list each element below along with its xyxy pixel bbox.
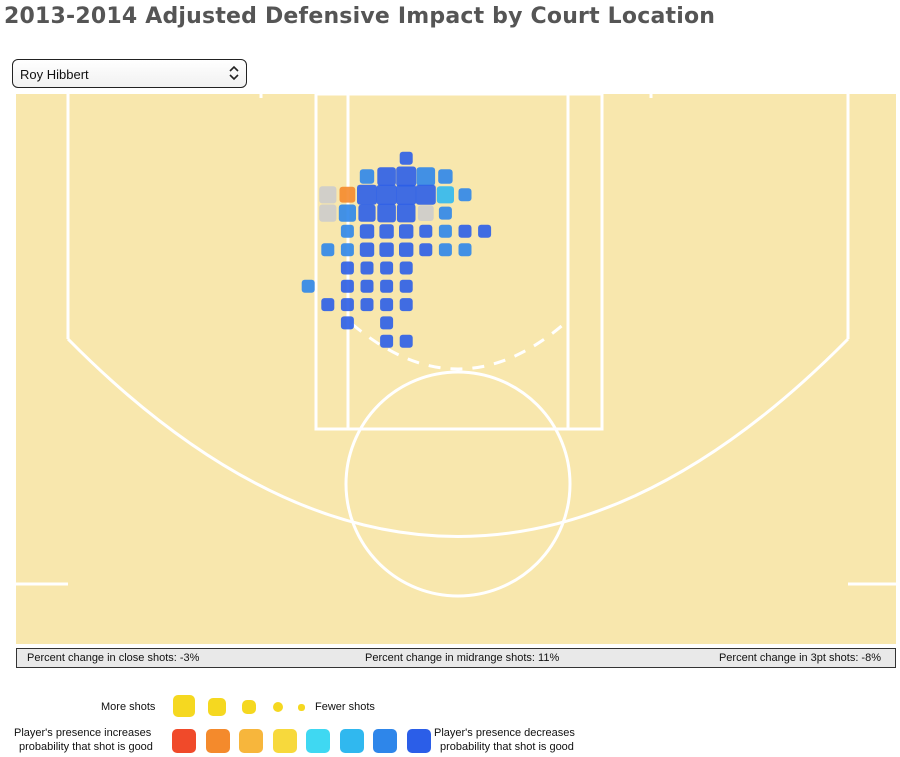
shot-cell <box>340 279 354 293</box>
shot-cell <box>399 334 413 348</box>
shot-cell <box>340 298 354 312</box>
legend-color-swatch <box>272 729 297 753</box>
legend-color-swatch <box>339 729 364 753</box>
shot-cell <box>359 242 375 257</box>
shot-cell <box>339 186 356 203</box>
legend-size-m <box>242 700 256 714</box>
shot-cell <box>379 224 394 239</box>
shot-cell <box>380 261 394 275</box>
shot-cell <box>416 167 436 186</box>
legend-size-s <box>273 702 283 712</box>
shot-cell <box>360 279 374 293</box>
shot-cell <box>321 243 335 257</box>
shot-cell <box>321 298 335 312</box>
shot-cell <box>340 316 354 330</box>
close-shots-stat: Percent change in close shots: -3% <box>27 652 200 664</box>
legend-size-xs <box>298 704 305 711</box>
stats-bar: Percent change in close shots: -3% Perce… <box>16 648 896 668</box>
shot-cell <box>360 261 374 275</box>
legend: More shots Fewer shots Player's presence… <box>0 690 900 757</box>
legend-size-xl <box>173 695 195 717</box>
shot-cell <box>338 204 356 222</box>
shot-cell <box>399 279 413 293</box>
three-point-shots-stat: Percent change in 3pt shots: -8% <box>718 652 881 664</box>
shot-cell <box>340 243 354 257</box>
shot-cell <box>376 184 397 205</box>
shot-cell <box>319 186 337 204</box>
shot-cell <box>419 243 433 257</box>
shot-cell <box>458 224 472 238</box>
shot-cell <box>417 205 434 221</box>
shot-cell <box>396 184 417 205</box>
shot-cell <box>458 188 472 202</box>
player-select[interactable]: Roy Hibbert <box>12 59 247 88</box>
shot-cell <box>379 242 394 257</box>
legend-fewer-shots: Fewer shots <box>315 701 375 713</box>
shot-cell <box>340 261 354 275</box>
player-select-value: Roy Hibbert <box>20 67 89 82</box>
shot-cells <box>301 151 492 348</box>
shot-cell <box>399 298 413 312</box>
shot-cell <box>438 169 453 184</box>
shot-cell <box>415 184 436 205</box>
legend-color-swatch <box>239 729 263 753</box>
shot-cell <box>399 242 414 257</box>
shot-cell <box>380 279 394 293</box>
shot-cell <box>399 261 413 275</box>
legend-increase-line2: probability that shot is good <box>19 741 153 753</box>
shot-cell <box>359 169 375 184</box>
shot-cell <box>396 203 416 223</box>
shot-cell <box>380 334 394 348</box>
legend-color-swatch <box>406 729 431 753</box>
court-lines <box>16 94 896 598</box>
legend-decrease-line2: probability that shot is good <box>440 741 574 753</box>
shot-cell <box>377 167 396 186</box>
shot-cell <box>360 298 374 312</box>
legend-increase-line1: Player's presence increases <box>14 727 152 739</box>
shot-cell <box>436 186 454 204</box>
shot-cell <box>340 224 354 238</box>
shot-cell <box>396 166 417 187</box>
legend-decrease-line1: Player's presence decreases <box>434 727 575 739</box>
shot-cell <box>458 243 472 257</box>
legend-color-swatch <box>373 729 397 753</box>
shot-cell <box>399 224 414 239</box>
select-arrows-icon <box>229 65 239 81</box>
restricted-area-dashes <box>351 322 565 371</box>
midrange-shots-stat: Percent change in midrange shots: 11% <box>365 652 560 664</box>
shot-cell <box>357 184 377 205</box>
legend-color-swatch <box>306 729 330 753</box>
shot-cell <box>319 204 337 222</box>
shot-cell <box>377 203 396 223</box>
shot-cell <box>438 243 452 257</box>
shot-cell <box>478 224 492 238</box>
shot-cell <box>359 224 375 239</box>
shot-cell <box>399 151 413 165</box>
legend-more-shots: More shots <box>101 701 156 713</box>
shot-cell <box>380 298 394 312</box>
legend-size-l <box>208 698 226 716</box>
page-title: 2013-2014 Adjusted Defensive Impact by C… <box>4 4 716 29</box>
legend-color-swatch <box>172 729 196 753</box>
shot-cell <box>358 204 376 222</box>
shot-cell <box>301 279 315 293</box>
shot-cell <box>419 224 433 238</box>
legend-color-swatch <box>205 729 230 753</box>
shot-cell <box>438 224 452 238</box>
shot-chart <box>16 94 896 644</box>
shot-cell <box>438 206 452 220</box>
shot-cell <box>380 316 394 330</box>
